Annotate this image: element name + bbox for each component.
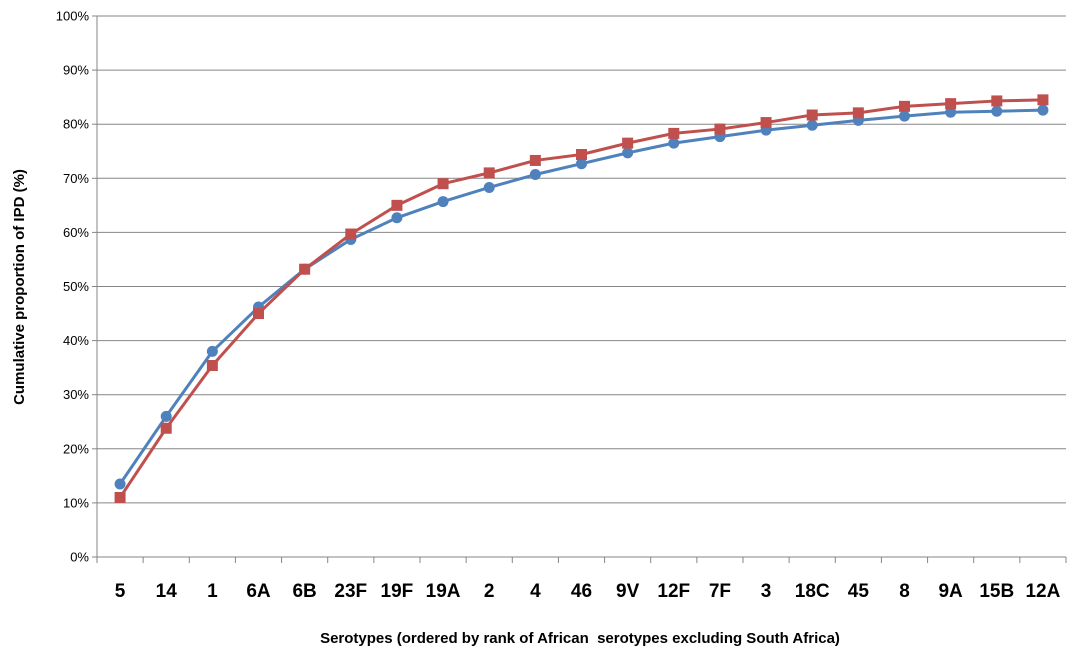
x-tick-label-4: 4 (530, 581, 541, 602)
series-1-point-4 (529, 169, 541, 181)
y-tick-label-7: 70% (63, 171, 89, 186)
x-tick-label-6A: 6A (246, 581, 271, 602)
series-2-point-12A (1037, 94, 1049, 106)
series-2-point-5 (114, 491, 126, 503)
series-2-point-9V (622, 137, 634, 149)
series-2-point-8 (899, 100, 910, 112)
series-1-point-19A (437, 196, 449, 208)
x-axis-ticks (96, 557, 1067, 563)
series-2-point-15B (991, 95, 1003, 107)
series-2-point-6A (253, 308, 264, 320)
x-tick-label-15B: 15B (979, 581, 1014, 602)
x-tick-label-6B: 6B (292, 581, 316, 602)
series-1-point-5 (114, 478, 126, 490)
series-2-point-3 (760, 117, 772, 129)
y-tick-label-2: 20% (63, 441, 89, 456)
series-2-point-46 (576, 148, 587, 160)
y-tick-label-0: 0% (70, 550, 89, 565)
series-1-point-9V (622, 147, 634, 159)
x-axis-tick-labels: 5 14 1 6A 6B 23F 19F 19A 2 4 46 9V 12F 7F 3 18C 45 8 9A 15B… (115, 581, 1061, 602)
axes (96, 16, 1066, 558)
y-tick-label-6: 60% (63, 225, 89, 240)
series-2-point-4 (529, 154, 541, 166)
gridlines (92, 15, 1066, 558)
series-1-point-18C (806, 119, 818, 131)
series-1-point-15B (991, 105, 1003, 117)
x-tick-label-23F: 23F (334, 581, 367, 602)
x-tick-label-3: 3 (761, 581, 772, 602)
y-tick-label-8: 80% (63, 117, 89, 132)
series-2-point-19A (437, 178, 449, 190)
series-2-point-6B (299, 263, 311, 275)
x-tick-label-46: 46 (571, 581, 592, 602)
x-tick-label-45: 45 (848, 581, 870, 602)
series-2-point-2 (483, 167, 495, 179)
y-tick-label-5: 50% (63, 279, 89, 294)
x-axis-title: Serotypes (ordered by rank of African se… (320, 630, 840, 647)
x-tick-label-9A: 9A (938, 581, 963, 602)
x-tick-label-19A: 19A (426, 581, 461, 602)
x-tick-label-7F: 7F (709, 581, 731, 602)
y-tick-label-10: 100% (56, 9, 90, 24)
series-2-point-7F (714, 123, 726, 135)
x-tick-label-1: 1 (207, 581, 218, 602)
series-1-point-9A (945, 106, 957, 118)
y-axis-tick-labels: 0% 10% 20% 30% 40% 50% 60% 70% 80% 90% 100% (56, 9, 90, 565)
series-1-point-1 (206, 345, 218, 357)
series-1-point-12F (668, 137, 680, 149)
x-tick-label-12F: 12F (657, 581, 690, 602)
series-2-point-23F (345, 228, 357, 240)
series-2-point-12F (668, 127, 680, 139)
series-1 (114, 104, 1049, 490)
series-1-point-12A (1037, 104, 1049, 116)
series-2-point-1 (206, 359, 218, 371)
series-1-point-19F (391, 212, 403, 224)
x-tick-label-14: 14 (156, 581, 178, 602)
y-tick-label-1: 10% (63, 495, 89, 510)
series-2 (114, 94, 1049, 503)
x-tick-label-8: 8 (899, 581, 910, 602)
series-1-point-14 (160, 410, 172, 422)
series-2-point-45 (852, 107, 864, 119)
series-1-point-2 (483, 181, 495, 193)
series-2-point-9A (945, 98, 957, 110)
series-1-point-8 (899, 110, 910, 122)
y-tick-label-9: 90% (63, 63, 89, 78)
series-2-point-18C (806, 109, 818, 121)
series-1-point-46 (576, 158, 587, 170)
x-tick-label-19F: 19F (381, 581, 414, 602)
y-axis-title: Cumulative proportion of IPD (%) (11, 169, 28, 405)
x-tick-label-18C: 18C (795, 581, 830, 602)
y-tick-label-3: 30% (63, 387, 89, 402)
series-2-point-14 (160, 422, 172, 434)
series-2-point-19F (391, 199, 403, 211)
series-lines (114, 94, 1049, 503)
x-tick-label-5: 5 (115, 581, 126, 602)
x-tick-label-2: 2 (484, 581, 495, 602)
x-tick-label-9V: 9V (616, 581, 640, 602)
x-tick-label-12A: 12A (1025, 581, 1060, 602)
y-tick-label-4: 40% (63, 333, 89, 348)
